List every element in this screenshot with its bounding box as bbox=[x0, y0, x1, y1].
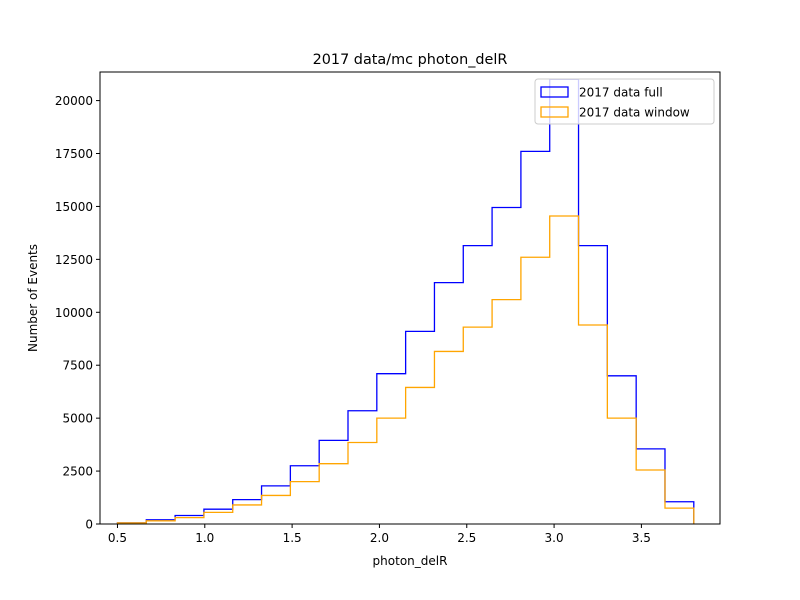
legend-box bbox=[534, 78, 715, 125]
y-axis-ticks: 0 2500 5000 7500 10000 12500 15000 17500 20000 bbox=[55, 94, 100, 532]
y-tick-label: 20000 bbox=[55, 94, 93, 108]
y-tick-label: 17500 bbox=[55, 147, 93, 161]
legend-label: 2017 data window bbox=[579, 106, 690, 120]
x-axis-ticks: 0.5 1.0 1.5 2.0 2.5 3.0 3.5 bbox=[108, 524, 651, 545]
axes-frame bbox=[99, 71, 721, 525]
x-tick-label: 1.0 bbox=[195, 531, 214, 545]
x-tick-label: 0.5 bbox=[108, 531, 127, 545]
x-axis-label: photon_delR bbox=[373, 554, 448, 568]
y-tick-label: 0 bbox=[85, 518, 93, 532]
y-axis-label: Number of Events bbox=[26, 244, 40, 352]
y-tick-label: 5000 bbox=[62, 412, 93, 426]
series-line-2 bbox=[116, 215, 695, 524]
x-tick-label: 3.5 bbox=[632, 531, 651, 545]
y-tick-label: 2500 bbox=[62, 465, 93, 479]
y-tick-label: 7500 bbox=[62, 359, 93, 373]
y-tick-label: 12500 bbox=[55, 253, 93, 267]
legend-swatch bbox=[540, 106, 569, 118]
legend-swatch bbox=[540, 86, 569, 98]
x-tick-label: 2.0 bbox=[370, 531, 389, 545]
legend: 2017 data full 2017 data window bbox=[534, 78, 715, 125]
y-tick-label: 15000 bbox=[55, 200, 93, 214]
legend-label: 2017 data full bbox=[579, 86, 663, 100]
x-tick-label: 2.5 bbox=[457, 531, 476, 545]
y-tick-label: 10000 bbox=[55, 306, 93, 320]
series-line-1 bbox=[116, 78, 695, 524]
x-tick-label: 1.5 bbox=[283, 531, 302, 545]
x-tick-label: 3.0 bbox=[545, 531, 564, 545]
plot-area bbox=[99, 71, 721, 525]
chart-title: 2017 data/mc photon_delR bbox=[313, 52, 508, 68]
